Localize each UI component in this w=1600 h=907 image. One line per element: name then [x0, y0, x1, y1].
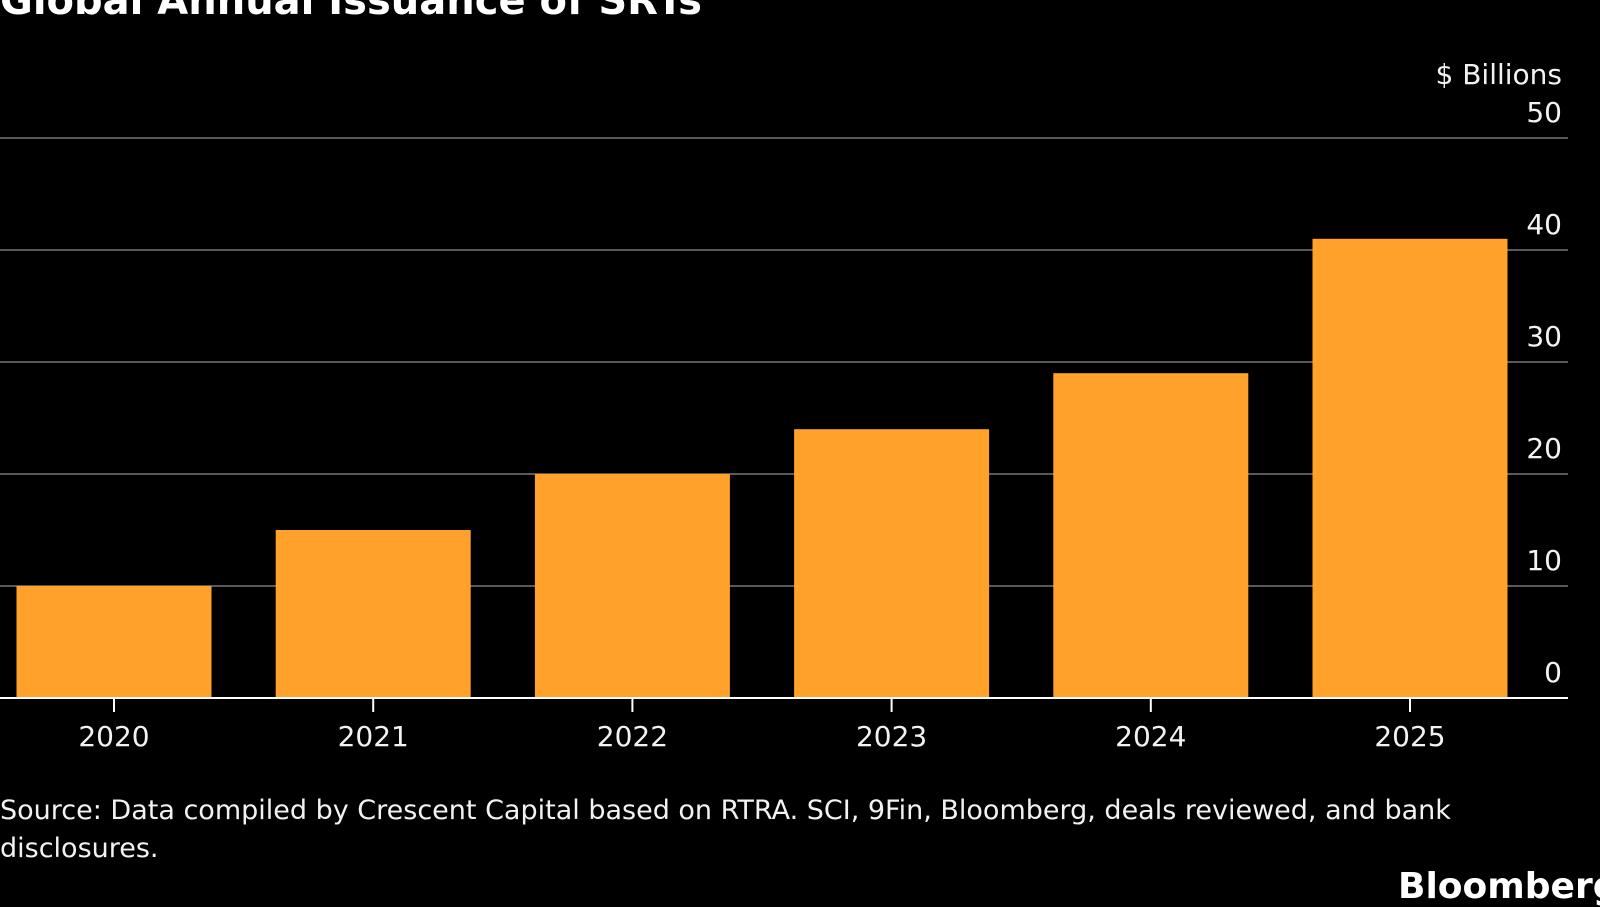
x-tick-label: 2024	[1115, 720, 1186, 753]
y-tick-label: 0	[1544, 656, 1562, 689]
y-tick-label: 40	[1526, 208, 1562, 241]
x-tick-label: 2023	[856, 720, 927, 753]
chart-title: Global Annual Issuance of SRTs	[0, 0, 702, 24]
bar-2024	[1053, 373, 1249, 698]
source-note: Source: Data compiled by Crescent Capita…	[0, 795, 1451, 864]
x-tick-label: 2025	[1374, 720, 1445, 753]
y-axis-label: $ Billions	[1435, 58, 1562, 91]
bar-2022	[534, 474, 730, 698]
x-tick-label: 2021	[338, 720, 409, 753]
y-tick-label: 30	[1526, 320, 1562, 353]
bar-2020	[16, 586, 212, 698]
x-tick-label: 2022	[597, 720, 668, 753]
bar-2023	[794, 429, 990, 698]
bar-2021	[275, 530, 471, 698]
bloomberg-logo: Bloomberg	[1398, 866, 1600, 907]
x-tick-label: 2020	[78, 720, 149, 753]
bar-2025	[1312, 238, 1508, 699]
y-tick-label: 10	[1526, 544, 1562, 577]
y-tick-label: 20	[1526, 432, 1562, 465]
y-tick-label: 50	[1526, 96, 1562, 129]
